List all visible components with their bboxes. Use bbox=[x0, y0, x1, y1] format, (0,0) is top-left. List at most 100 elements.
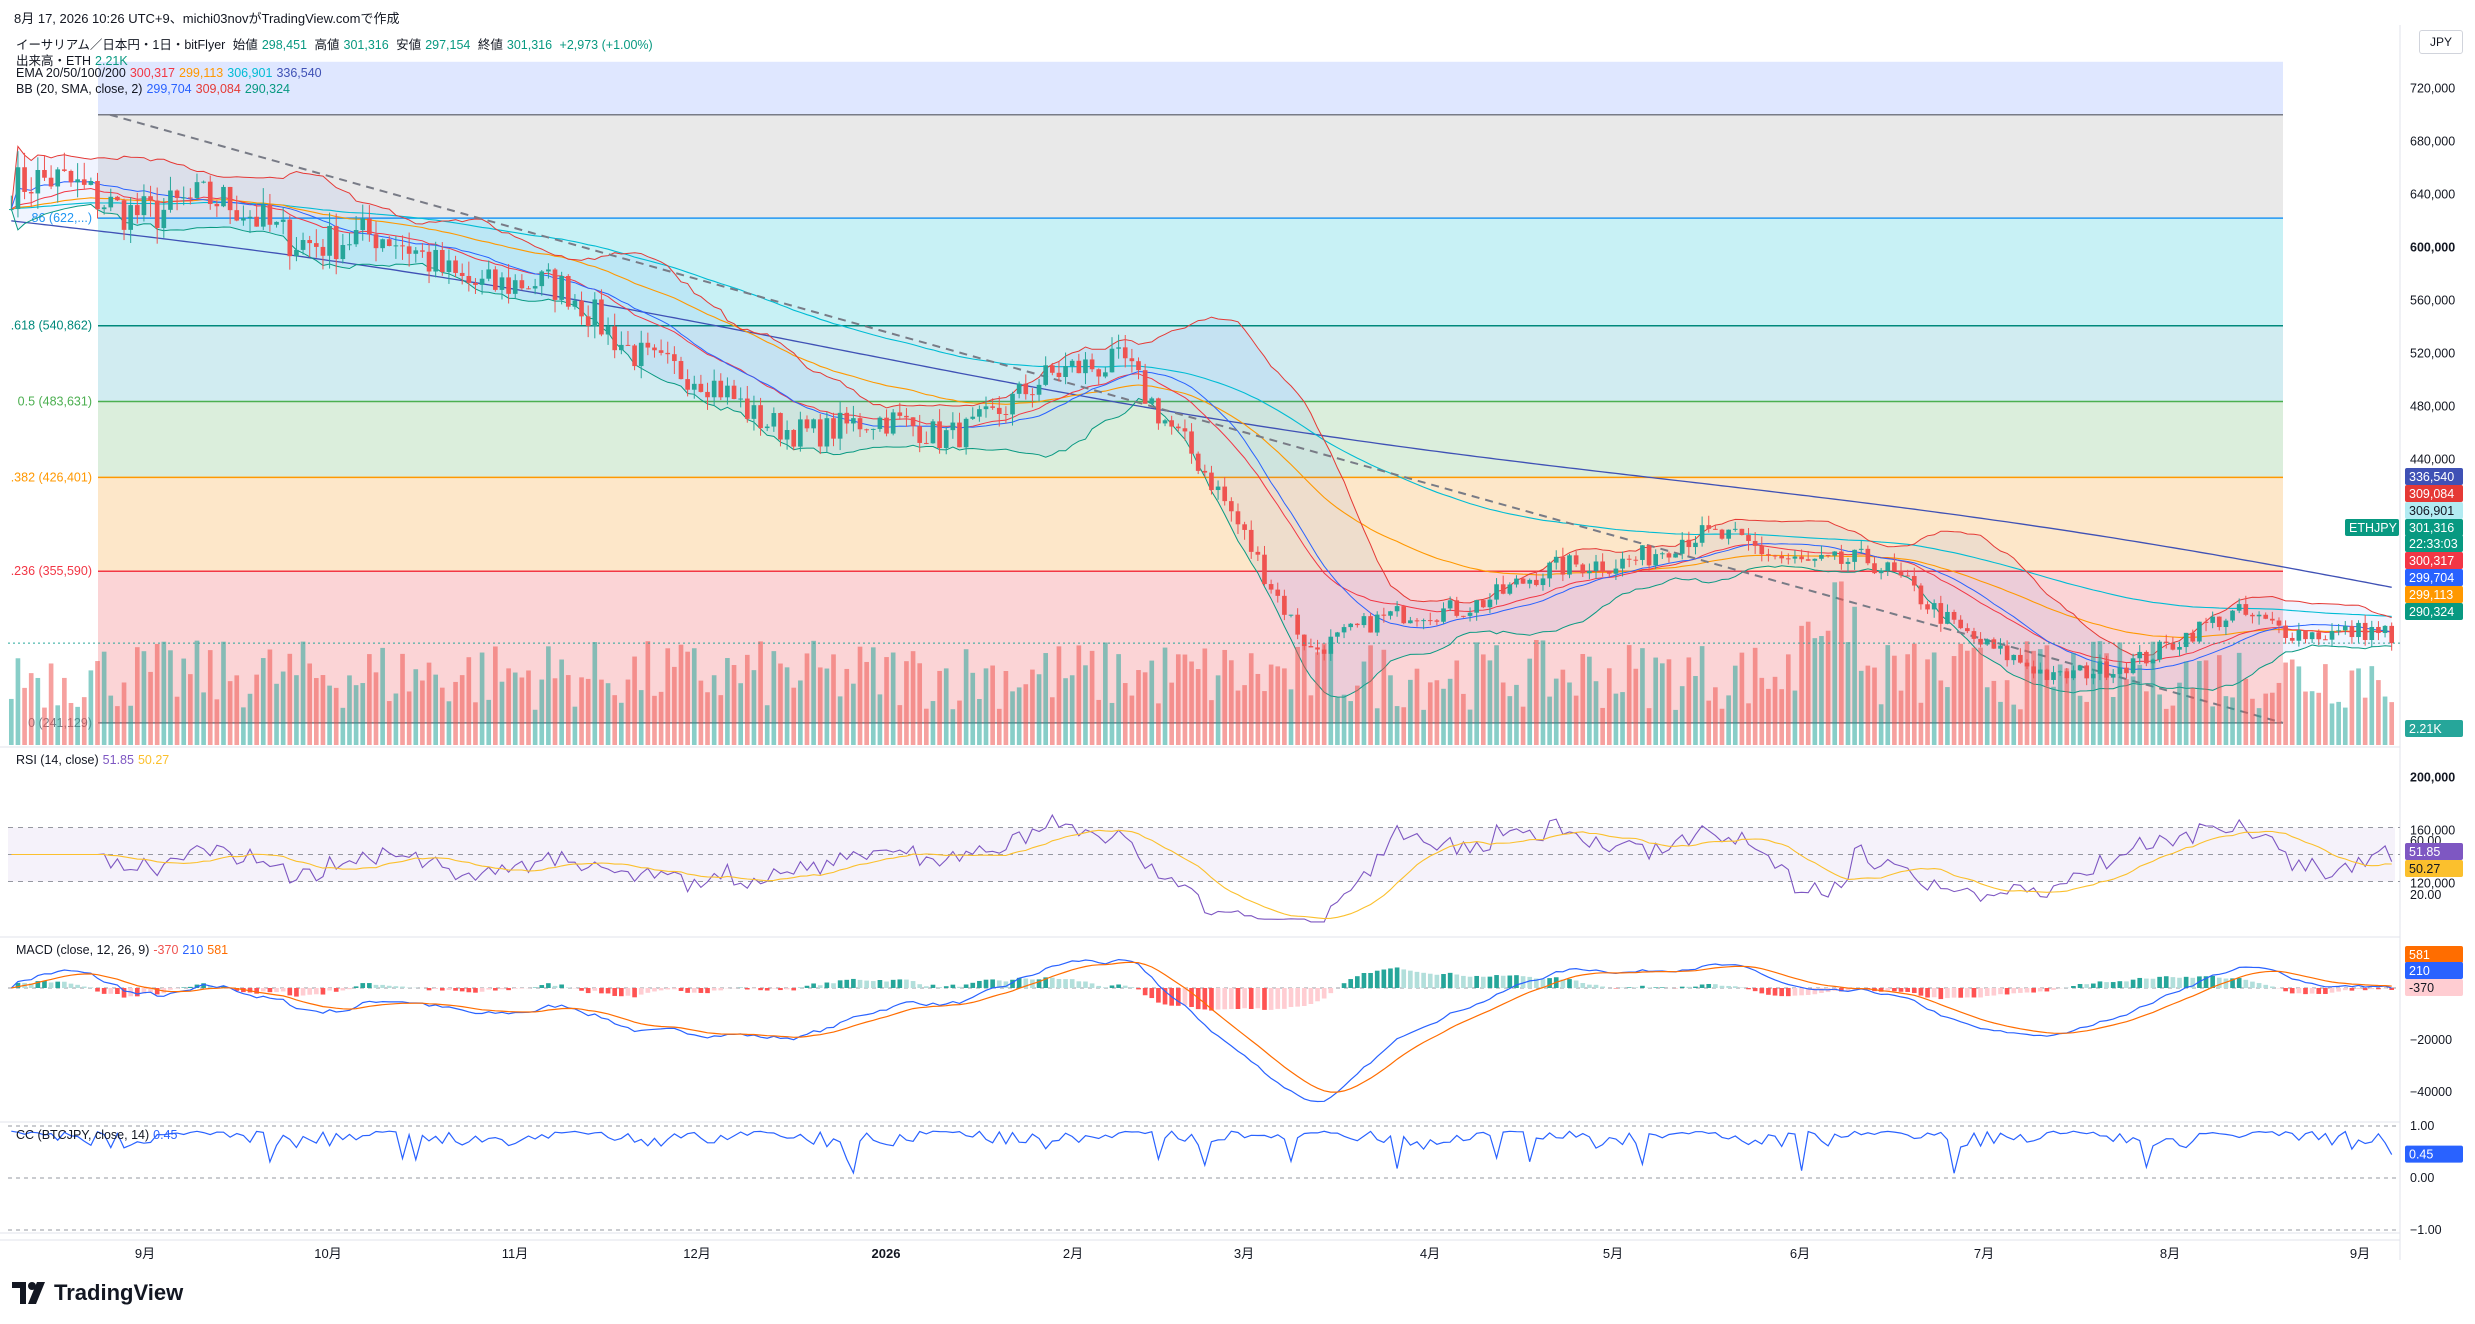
candle bbox=[798, 419, 803, 447]
candle bbox=[784, 430, 790, 440]
macd-hist-bar bbox=[1361, 973, 1367, 988]
volume-bar bbox=[2283, 662, 2288, 745]
candle bbox=[8, 209, 14, 211]
legend-ema: EMA 20/50/100/200 300,317 299,113 306,901 33… bbox=[16, 66, 326, 80]
volume-bar bbox=[950, 709, 956, 745]
macd-signal-line bbox=[11, 961, 2392, 1093]
candle bbox=[2084, 665, 2089, 679]
macd-hist-bar bbox=[1514, 975, 1519, 988]
macd-hist-bar bbox=[400, 986, 405, 988]
candle bbox=[1832, 551, 1838, 556]
macd-hist-bar bbox=[519, 988, 525, 989]
volume-bar bbox=[565, 675, 571, 745]
candle bbox=[499, 277, 505, 290]
volume-bar bbox=[2144, 691, 2149, 745]
volume-bar bbox=[161, 641, 167, 745]
candle bbox=[2124, 667, 2129, 674]
macd-hist-bar bbox=[35, 981, 41, 988]
candle bbox=[1819, 554, 1824, 559]
volume-bar bbox=[559, 659, 564, 745]
volume-bar bbox=[904, 661, 909, 745]
macd-hist-bar bbox=[1467, 976, 1473, 988]
candle bbox=[1852, 549, 1857, 562]
candle bbox=[977, 409, 982, 417]
candle bbox=[870, 428, 876, 430]
volume-bar bbox=[2356, 668, 2361, 745]
volume-bar bbox=[1646, 708, 1652, 745]
candle bbox=[360, 218, 366, 231]
volume-bar bbox=[1553, 678, 1559, 745]
volume-bar bbox=[254, 674, 259, 745]
volume-bar bbox=[1673, 709, 1678, 745]
macd-hist-bar bbox=[2283, 988, 2288, 992]
candle bbox=[420, 250, 425, 252]
volume-bar bbox=[1746, 703, 1751, 745]
volume-bar bbox=[393, 693, 399, 745]
candle bbox=[1945, 611, 1950, 624]
volume-bar bbox=[990, 665, 995, 745]
candle bbox=[1799, 556, 1804, 560]
macd-hist-bar bbox=[1779, 988, 1784, 997]
volume-bar bbox=[2263, 693, 2269, 745]
legend-high-label: 高値 bbox=[314, 38, 340, 52]
volume-bar bbox=[1262, 691, 1267, 745]
candle bbox=[599, 299, 604, 335]
macd-hist-bar bbox=[2243, 979, 2249, 988]
volume-bar bbox=[1938, 680, 1944, 745]
macd-hist-bar bbox=[1540, 979, 1546, 988]
candle bbox=[48, 177, 54, 187]
macd-hist-bar bbox=[1938, 988, 1944, 1000]
candle bbox=[1209, 472, 1214, 491]
candle bbox=[526, 288, 531, 290]
volume-bar bbox=[406, 691, 412, 745]
volume-bar bbox=[1010, 691, 1015, 745]
macd-hist-bar bbox=[1308, 988, 1314, 1004]
candle bbox=[433, 249, 438, 272]
volume-bar bbox=[1587, 656, 1592, 745]
volume-bar bbox=[1195, 669, 1201, 745]
volume-bar bbox=[1156, 703, 1161, 745]
candle bbox=[744, 398, 750, 419]
tag-rsi: 51.85 bbox=[2409, 845, 2440, 859]
volume-bar bbox=[1527, 658, 1533, 745]
volume-bar bbox=[1799, 625, 1804, 745]
price-tick-11: 160,000 bbox=[2410, 823, 2455, 837]
volume-bar bbox=[506, 668, 511, 745]
currency-button[interactable]: JPY bbox=[2418, 30, 2463, 54]
candle bbox=[665, 352, 671, 355]
candle bbox=[837, 412, 843, 439]
candle bbox=[857, 418, 863, 430]
volume-bar bbox=[1049, 697, 1055, 745]
candle bbox=[1030, 394, 1035, 396]
macd-hist-bar bbox=[1507, 975, 1513, 988]
macd-hist-bar bbox=[943, 986, 949, 988]
volume-bar bbox=[632, 656, 637, 745]
candle bbox=[519, 280, 525, 289]
macd-hist-bar bbox=[698, 988, 704, 993]
candle bbox=[585, 316, 591, 326]
macd-hist-bar bbox=[539, 985, 545, 988]
macd-hist-bar bbox=[1633, 987, 1639, 988]
macd-hist-bar bbox=[565, 987, 571, 988]
volume-bar bbox=[764, 705, 770, 745]
volume-bar bbox=[62, 677, 67, 745]
macd-hist-bar bbox=[2150, 978, 2156, 988]
volume-bar bbox=[493, 646, 498, 745]
candle bbox=[1480, 600, 1486, 608]
candle bbox=[1162, 420, 1168, 424]
candle bbox=[552, 269, 558, 300]
macd-hist-bar bbox=[1063, 979, 1068, 988]
volume-bar bbox=[1222, 649, 1228, 745]
candle bbox=[1805, 559, 1811, 561]
macd-hist-bar bbox=[764, 988, 770, 991]
tradingview-logo[interactable]: TradingView bbox=[12, 1280, 183, 1306]
macd-hist-bar bbox=[121, 988, 127, 998]
x-label-7: 4月 bbox=[1420, 1246, 1440, 1261]
candle bbox=[15, 167, 21, 210]
candle bbox=[1414, 620, 1420, 622]
candle bbox=[1388, 611, 1393, 616]
candle bbox=[194, 182, 200, 198]
x-label-10: 7月 bbox=[1974, 1246, 1994, 1261]
candle bbox=[864, 429, 869, 431]
